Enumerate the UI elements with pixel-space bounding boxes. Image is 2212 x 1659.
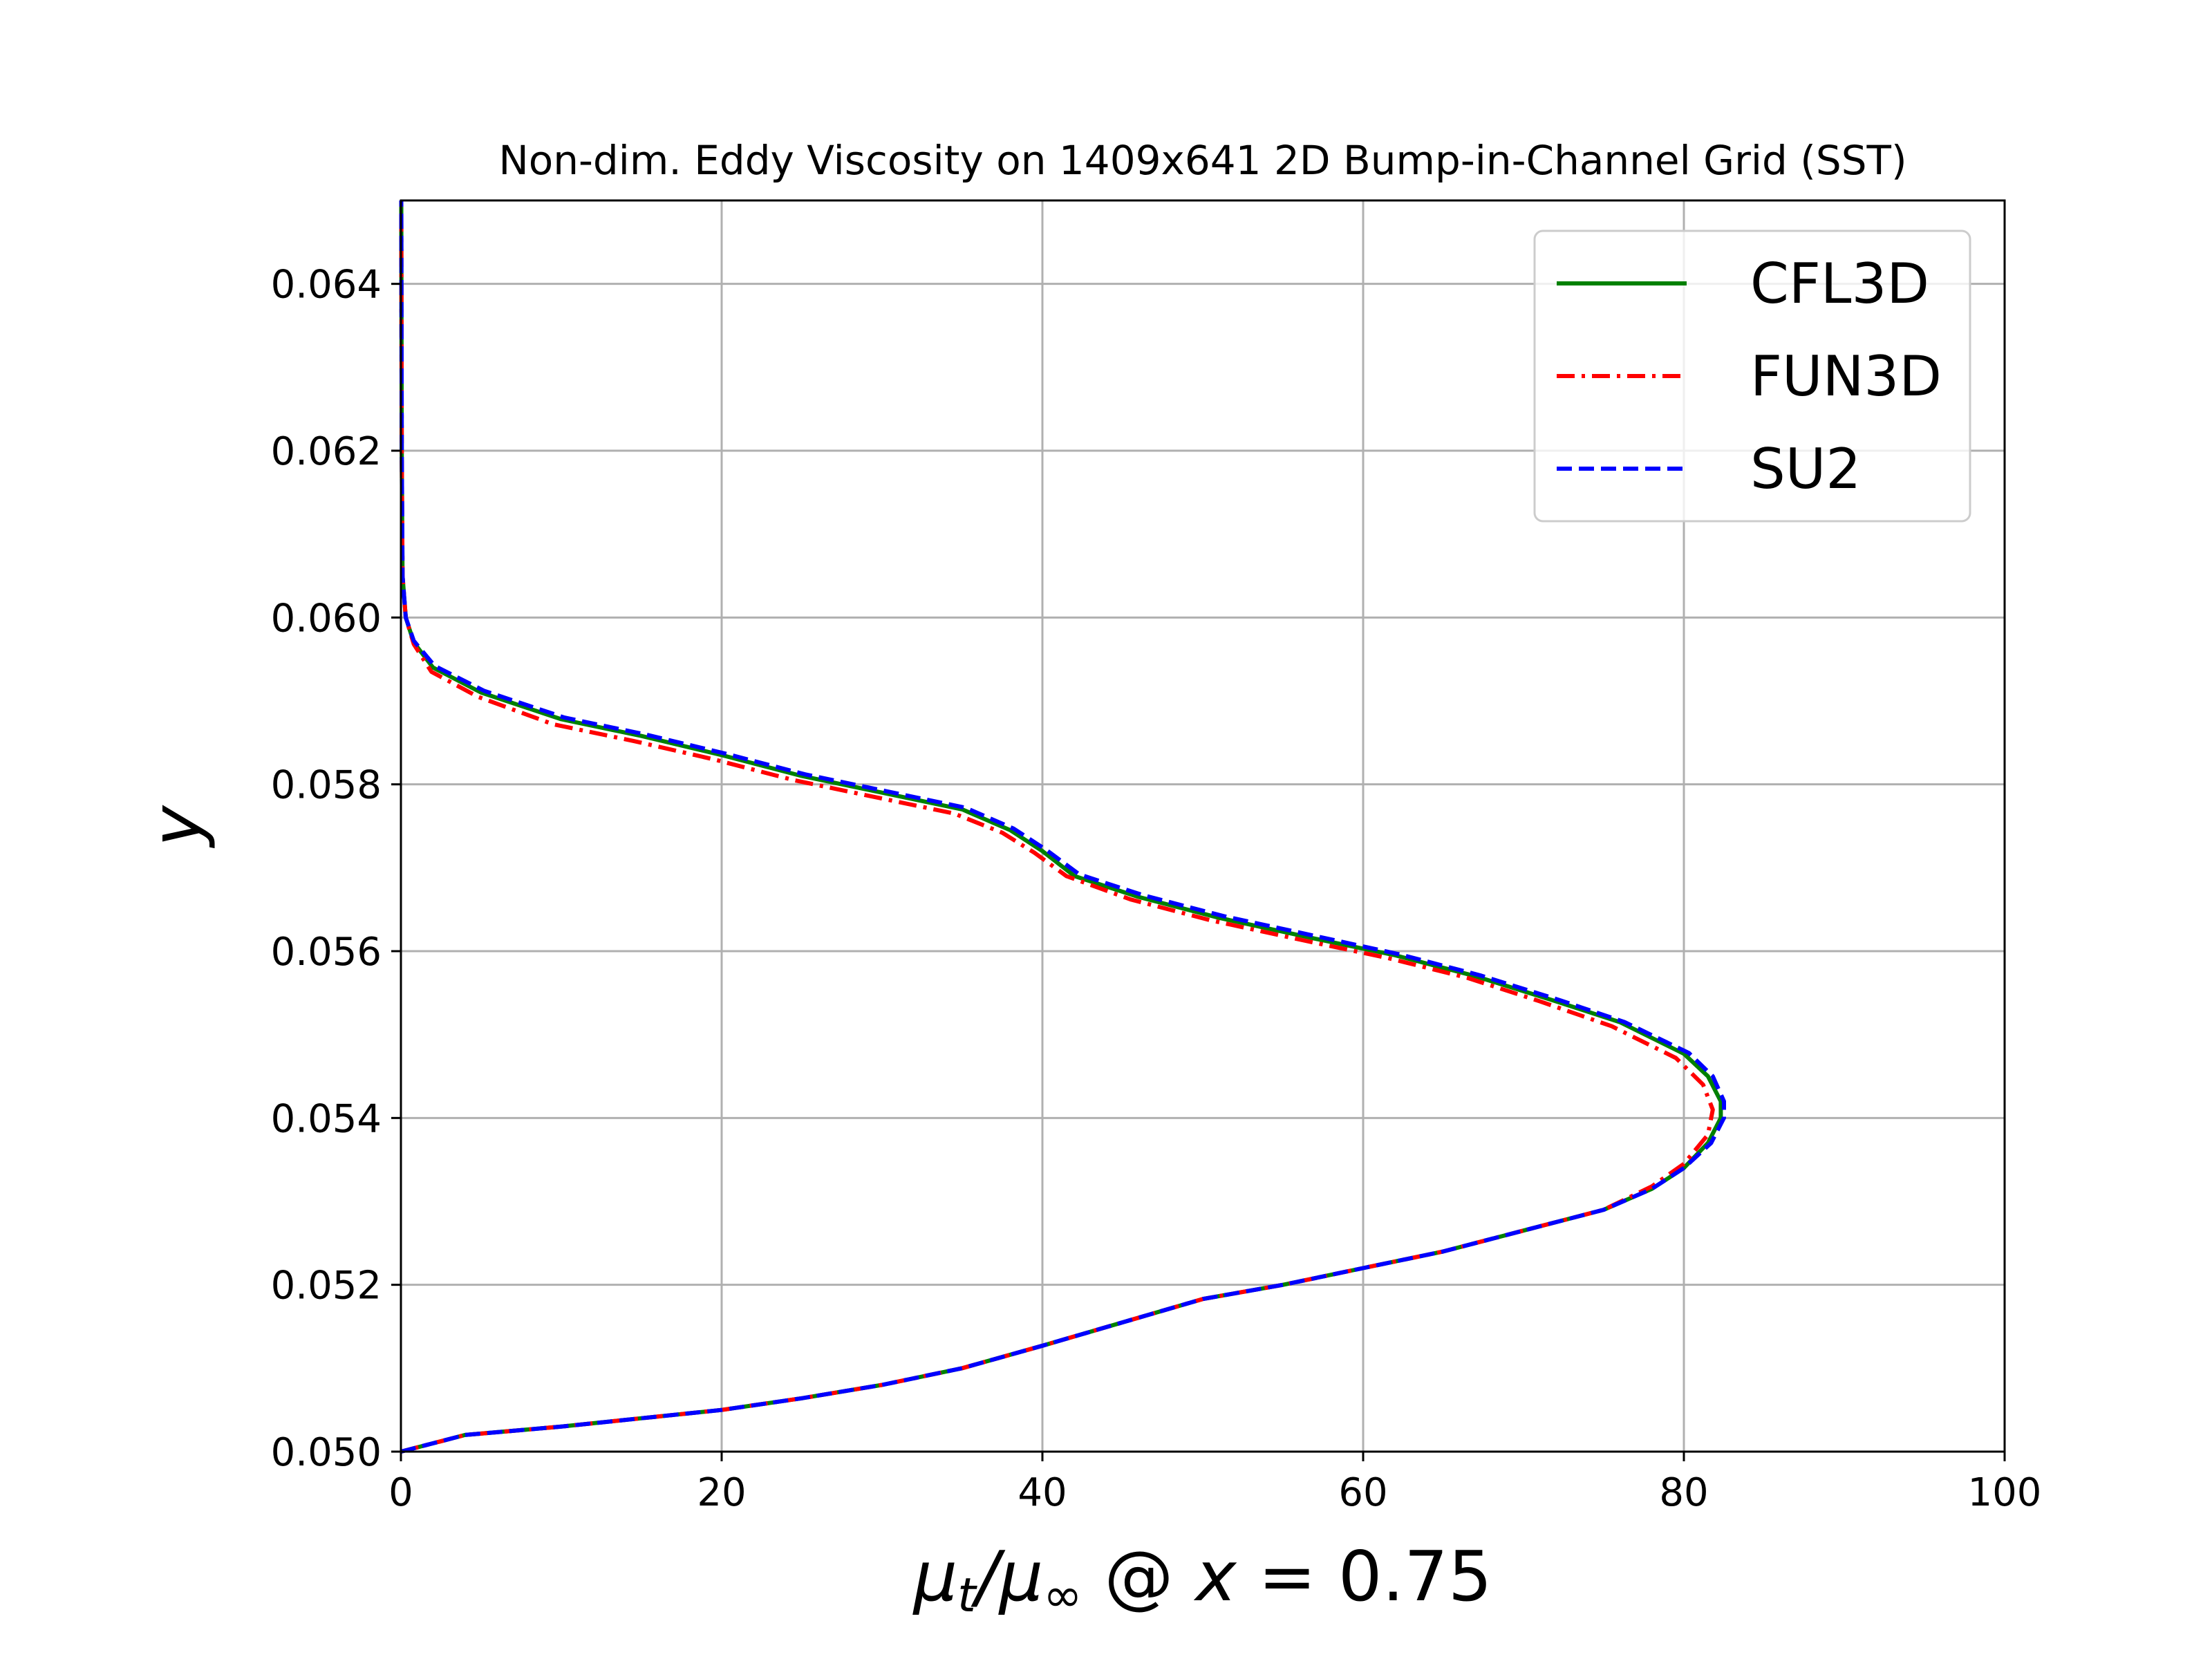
- x-axis-label-sub2: ∞: [1043, 1568, 1082, 1623]
- legend: CFL3D FUN3D SU2: [1533, 229, 1971, 523]
- legend-label-fun3d: FUN3D: [1750, 344, 1942, 409]
- x-tick-label: 80: [1659, 1470, 1708, 1515]
- x-axis-label: μt/μ∞ @ x = 0.75: [912, 1536, 1492, 1623]
- x-axis-label-sub1: t: [957, 1568, 977, 1623]
- x-axis-label-var: x: [1193, 1536, 1237, 1617]
- y-tick-label: 0.050: [271, 1430, 382, 1475]
- legend-label-cfl3d: CFL3D: [1750, 252, 1929, 316]
- series-line-cfl3d: [399, 200, 1723, 1454]
- x-axis-label-base: μ: [912, 1536, 957, 1617]
- y-tick-label: 0.054: [271, 1096, 382, 1141]
- legend-label-su2: SU2: [1750, 437, 1861, 501]
- x-tick-label: 60: [1338, 1470, 1387, 1515]
- y-tick-label: 0.056: [271, 930, 382, 975]
- axis-ticks: 0 20 40 60 80 100 0.050 0.052 0.054 0.056 0.058 0.0…: [271, 263, 2042, 1515]
- y-tick-label: 0.058: [271, 763, 382, 808]
- x-axis-label-eq: = 0.75: [1237, 1536, 1492, 1617]
- x-tick-label: 100: [1968, 1470, 2042, 1515]
- x-tick-label: 20: [697, 1470, 746, 1515]
- series-line-fun3d: [399, 200, 1715, 1454]
- y-tick-label: 0.060: [271, 596, 382, 641]
- y-axis-label: y: [136, 805, 217, 849]
- x-tick-label: 0: [388, 1470, 413, 1515]
- chart-title: Non-dim. Eddy Viscosity on 1409x641 2D B…: [498, 137, 1906, 184]
- y-tick-label: 0.064: [271, 263, 382, 308]
- series-lines: [399, 200, 1726, 1454]
- plot-frame: [400, 199, 2006, 1453]
- x-axis-label-slash: /μ: [971, 1536, 1043, 1617]
- series-line-su2: [399, 200, 1726, 1454]
- y-tick-label: 0.052: [271, 1264, 382, 1309]
- x-tick-label: 40: [1018, 1470, 1067, 1515]
- legend-items: CFL3D FUN3D SU2: [1557, 252, 1942, 501]
- x-axis-label-at: @: [1082, 1536, 1196, 1617]
- y-tick-label: 0.062: [271, 429, 382, 474]
- legend-box: [1533, 229, 1971, 523]
